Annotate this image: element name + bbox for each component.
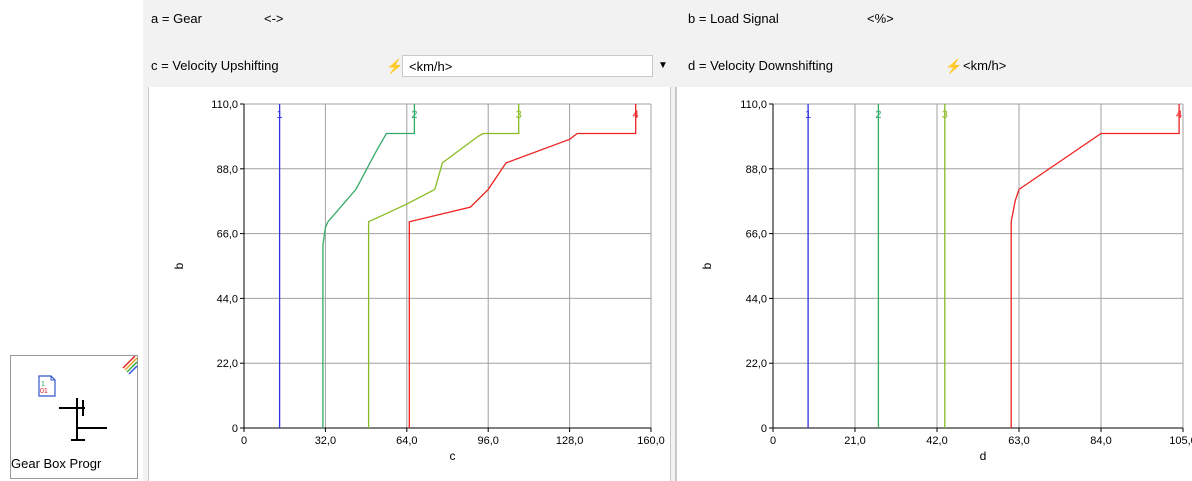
- series-label-gear-1: 1: [805, 109, 811, 121]
- param-b-name: Load Signal: [710, 11, 779, 26]
- x-tick-label: 105,0: [1169, 435, 1192, 447]
- x-tick-label: 0: [241, 435, 247, 447]
- shaft-icon: [59, 398, 107, 441]
- series-line-gear-3: [367, 104, 520, 428]
- block-label: Gear Box Progr: [11, 456, 102, 471]
- series-line-gear-4: [408, 104, 637, 428]
- gearbox-block[interactable]: 1 01 Gear Box Progr: [10, 355, 138, 479]
- chart-downshift: 0 22,0 44,0 66,0 88,0 110,0 0 21,0 42,0 63,0 84,0 1…: [676, 87, 1192, 481]
- param-d-var: d = Velocity Downshifting: [688, 58, 833, 73]
- chart-splitter[interactable]: [670, 87, 676, 481]
- series-label-gear-4: 4: [633, 109, 639, 121]
- downshift-chart-svg: 0 22,0 44,0 66,0 88,0 110,0 0 21,0 42,0 63,0 84,0 1…: [700, 99, 1192, 463]
- param-row-c: c = Velocity Upshifting ⚡ <km/h> ▼: [143, 53, 680, 79]
- param-row-d: d = Velocity Downshifting ⚡ <km/h>: [680, 53, 1190, 79]
- x-axis-label: c: [450, 449, 456, 463]
- x-tick-label: 21,0: [844, 435, 865, 447]
- series-label-gear-1: 1: [277, 109, 283, 121]
- series-label-gear-4: 4: [1176, 109, 1182, 121]
- y-tick-label: 110,0: [211, 99, 238, 111]
- param-row-b: b = Load Signal <%>: [680, 6, 1190, 32]
- series-label-gear-3: 3: [516, 109, 522, 121]
- y-tick-label: 88,0: [746, 164, 767, 176]
- x-tick-label: 128,0: [556, 435, 584, 447]
- x-tick-label: 84,0: [1090, 435, 1111, 447]
- x-tick-label: 42,0: [926, 435, 947, 447]
- param-a-name: Gear: [173, 11, 202, 26]
- chart-upshift: 0 22,0 44,0 66,0 88,0 110,0 0 32,0 64,0 96,0 128,0…: [148, 87, 671, 481]
- y-tick-label: 0: [761, 423, 767, 435]
- param-c-var: c = Velocity Upshifting: [151, 58, 279, 73]
- x-tick-label: 63,0: [1008, 435, 1029, 447]
- param-a-var: a = Gear: [151, 11, 202, 26]
- y-tick-label: 66,0: [217, 229, 238, 241]
- chevron-down-icon[interactable]: ▼: [658, 60, 668, 71]
- lightning-icon[interactable]: ⚡: [386, 58, 404, 74]
- x-tick-label: 160,0: [637, 435, 665, 447]
- x-axis-label: d: [980, 449, 987, 463]
- y-axis-label: b: [700, 262, 714, 269]
- y-tick-label: 88,0: [217, 164, 238, 176]
- x-tick-label: 96,0: [477, 435, 498, 447]
- y-tick-label: 66,0: [746, 229, 767, 241]
- rainbow-corner-icon: [122, 355, 138, 375]
- param-c-unit-select[interactable]: <km/h>: [402, 55, 653, 77]
- param-d-name: Velocity Downshifting: [710, 58, 833, 73]
- y-tick-label: 44,0: [217, 293, 238, 305]
- y-tick-label: 22,0: [217, 358, 238, 370]
- param-b-unit[interactable]: <%>: [867, 11, 894, 26]
- param-b-var: b = Load Signal: [688, 11, 779, 26]
- param-row-a: a = Gear <->: [143, 6, 673, 32]
- series-label-gear-2: 2: [875, 109, 881, 121]
- doc-icon-text: 01: [40, 388, 48, 395]
- svg-text:1: 1: [41, 381, 45, 388]
- series-label-gear-3: 3: [942, 109, 948, 121]
- parameter-panel: a = Gear <-> b = Load Signal <%> c = Vel…: [143, 0, 1192, 481]
- series-line-gear-2: [322, 104, 416, 428]
- y-tick-label: 0: [232, 423, 238, 435]
- gearbox-icon: 1 01: [38, 355, 138, 441]
- param-d-unit[interactable]: <km/h>: [963, 58, 1007, 73]
- lightning-icon[interactable]: ⚡: [945, 58, 963, 74]
- x-tick-label: 32,0: [315, 435, 336, 447]
- series-label-gear-2: 2: [411, 109, 417, 121]
- x-tick-label: 64,0: [396, 435, 417, 447]
- y-tick-label: 22,0: [746, 358, 767, 370]
- y-axis-label: b: [172, 262, 186, 269]
- param-c-name: Velocity Upshifting: [172, 58, 279, 73]
- series-line-gear-4: [1010, 104, 1180, 428]
- x-tick-label: 0: [770, 435, 776, 447]
- y-tick-label: 44,0: [746, 293, 767, 305]
- upshift-chart-svg: 0 22,0 44,0 66,0 88,0 110,0 0 32,0 64,0 96,0 128,0…: [172, 99, 665, 463]
- param-a-unit[interactable]: <->: [264, 11, 284, 26]
- y-tick-label: 110,0: [740, 99, 767, 111]
- document-icon: 1 01: [38, 375, 56, 397]
